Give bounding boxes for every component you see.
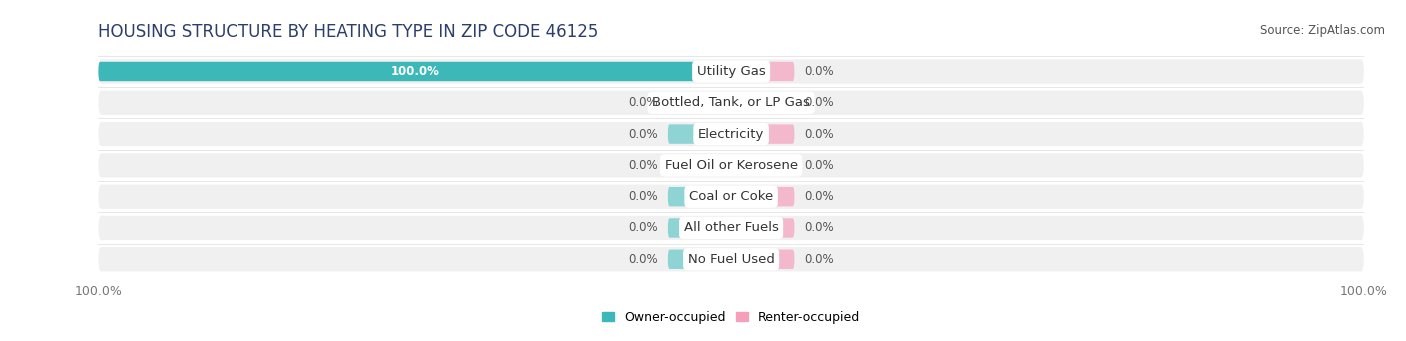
Text: Coal or Coke: Coal or Coke <box>689 190 773 203</box>
Text: 100.0%: 100.0% <box>391 65 439 78</box>
FancyBboxPatch shape <box>668 156 731 175</box>
Text: 0.0%: 0.0% <box>628 159 658 172</box>
FancyBboxPatch shape <box>731 62 794 81</box>
Text: No Fuel Used: No Fuel Used <box>688 253 775 266</box>
FancyBboxPatch shape <box>731 218 794 238</box>
FancyBboxPatch shape <box>98 62 731 81</box>
FancyBboxPatch shape <box>731 124 794 144</box>
Text: 0.0%: 0.0% <box>628 96 658 109</box>
Text: 0.0%: 0.0% <box>804 253 834 266</box>
Text: Source: ZipAtlas.com: Source: ZipAtlas.com <box>1260 24 1385 37</box>
FancyBboxPatch shape <box>731 93 794 113</box>
Text: Fuel Oil or Kerosene: Fuel Oil or Kerosene <box>665 159 797 172</box>
Text: 0.0%: 0.0% <box>804 222 834 235</box>
FancyBboxPatch shape <box>668 218 731 238</box>
Text: 0.0%: 0.0% <box>804 65 834 78</box>
Text: 0.0%: 0.0% <box>804 128 834 140</box>
FancyBboxPatch shape <box>668 250 731 269</box>
Text: HOUSING STRUCTURE BY HEATING TYPE IN ZIP CODE 46125: HOUSING STRUCTURE BY HEATING TYPE IN ZIP… <box>98 23 599 41</box>
FancyBboxPatch shape <box>98 59 1364 84</box>
FancyBboxPatch shape <box>731 187 794 206</box>
FancyBboxPatch shape <box>731 156 794 175</box>
FancyBboxPatch shape <box>98 153 1364 178</box>
Text: All other Fuels: All other Fuels <box>683 222 779 235</box>
Text: Electricity: Electricity <box>697 128 765 140</box>
Text: 0.0%: 0.0% <box>804 190 834 203</box>
FancyBboxPatch shape <box>98 122 1364 146</box>
FancyBboxPatch shape <box>668 187 731 206</box>
FancyBboxPatch shape <box>98 247 1364 271</box>
Text: Utility Gas: Utility Gas <box>697 65 765 78</box>
Text: 0.0%: 0.0% <box>804 96 834 109</box>
FancyBboxPatch shape <box>668 93 731 113</box>
Text: Bottled, Tank, or LP Gas: Bottled, Tank, or LP Gas <box>652 96 810 109</box>
FancyBboxPatch shape <box>731 250 794 269</box>
Text: 0.0%: 0.0% <box>628 190 658 203</box>
FancyBboxPatch shape <box>98 91 1364 115</box>
Text: 0.0%: 0.0% <box>628 128 658 140</box>
Text: 0.0%: 0.0% <box>804 159 834 172</box>
FancyBboxPatch shape <box>668 124 731 144</box>
FancyBboxPatch shape <box>98 216 1364 240</box>
FancyBboxPatch shape <box>98 184 1364 209</box>
Legend: Owner-occupied, Renter-occupied: Owner-occupied, Renter-occupied <box>602 311 860 324</box>
Text: 0.0%: 0.0% <box>628 222 658 235</box>
Text: 0.0%: 0.0% <box>628 253 658 266</box>
